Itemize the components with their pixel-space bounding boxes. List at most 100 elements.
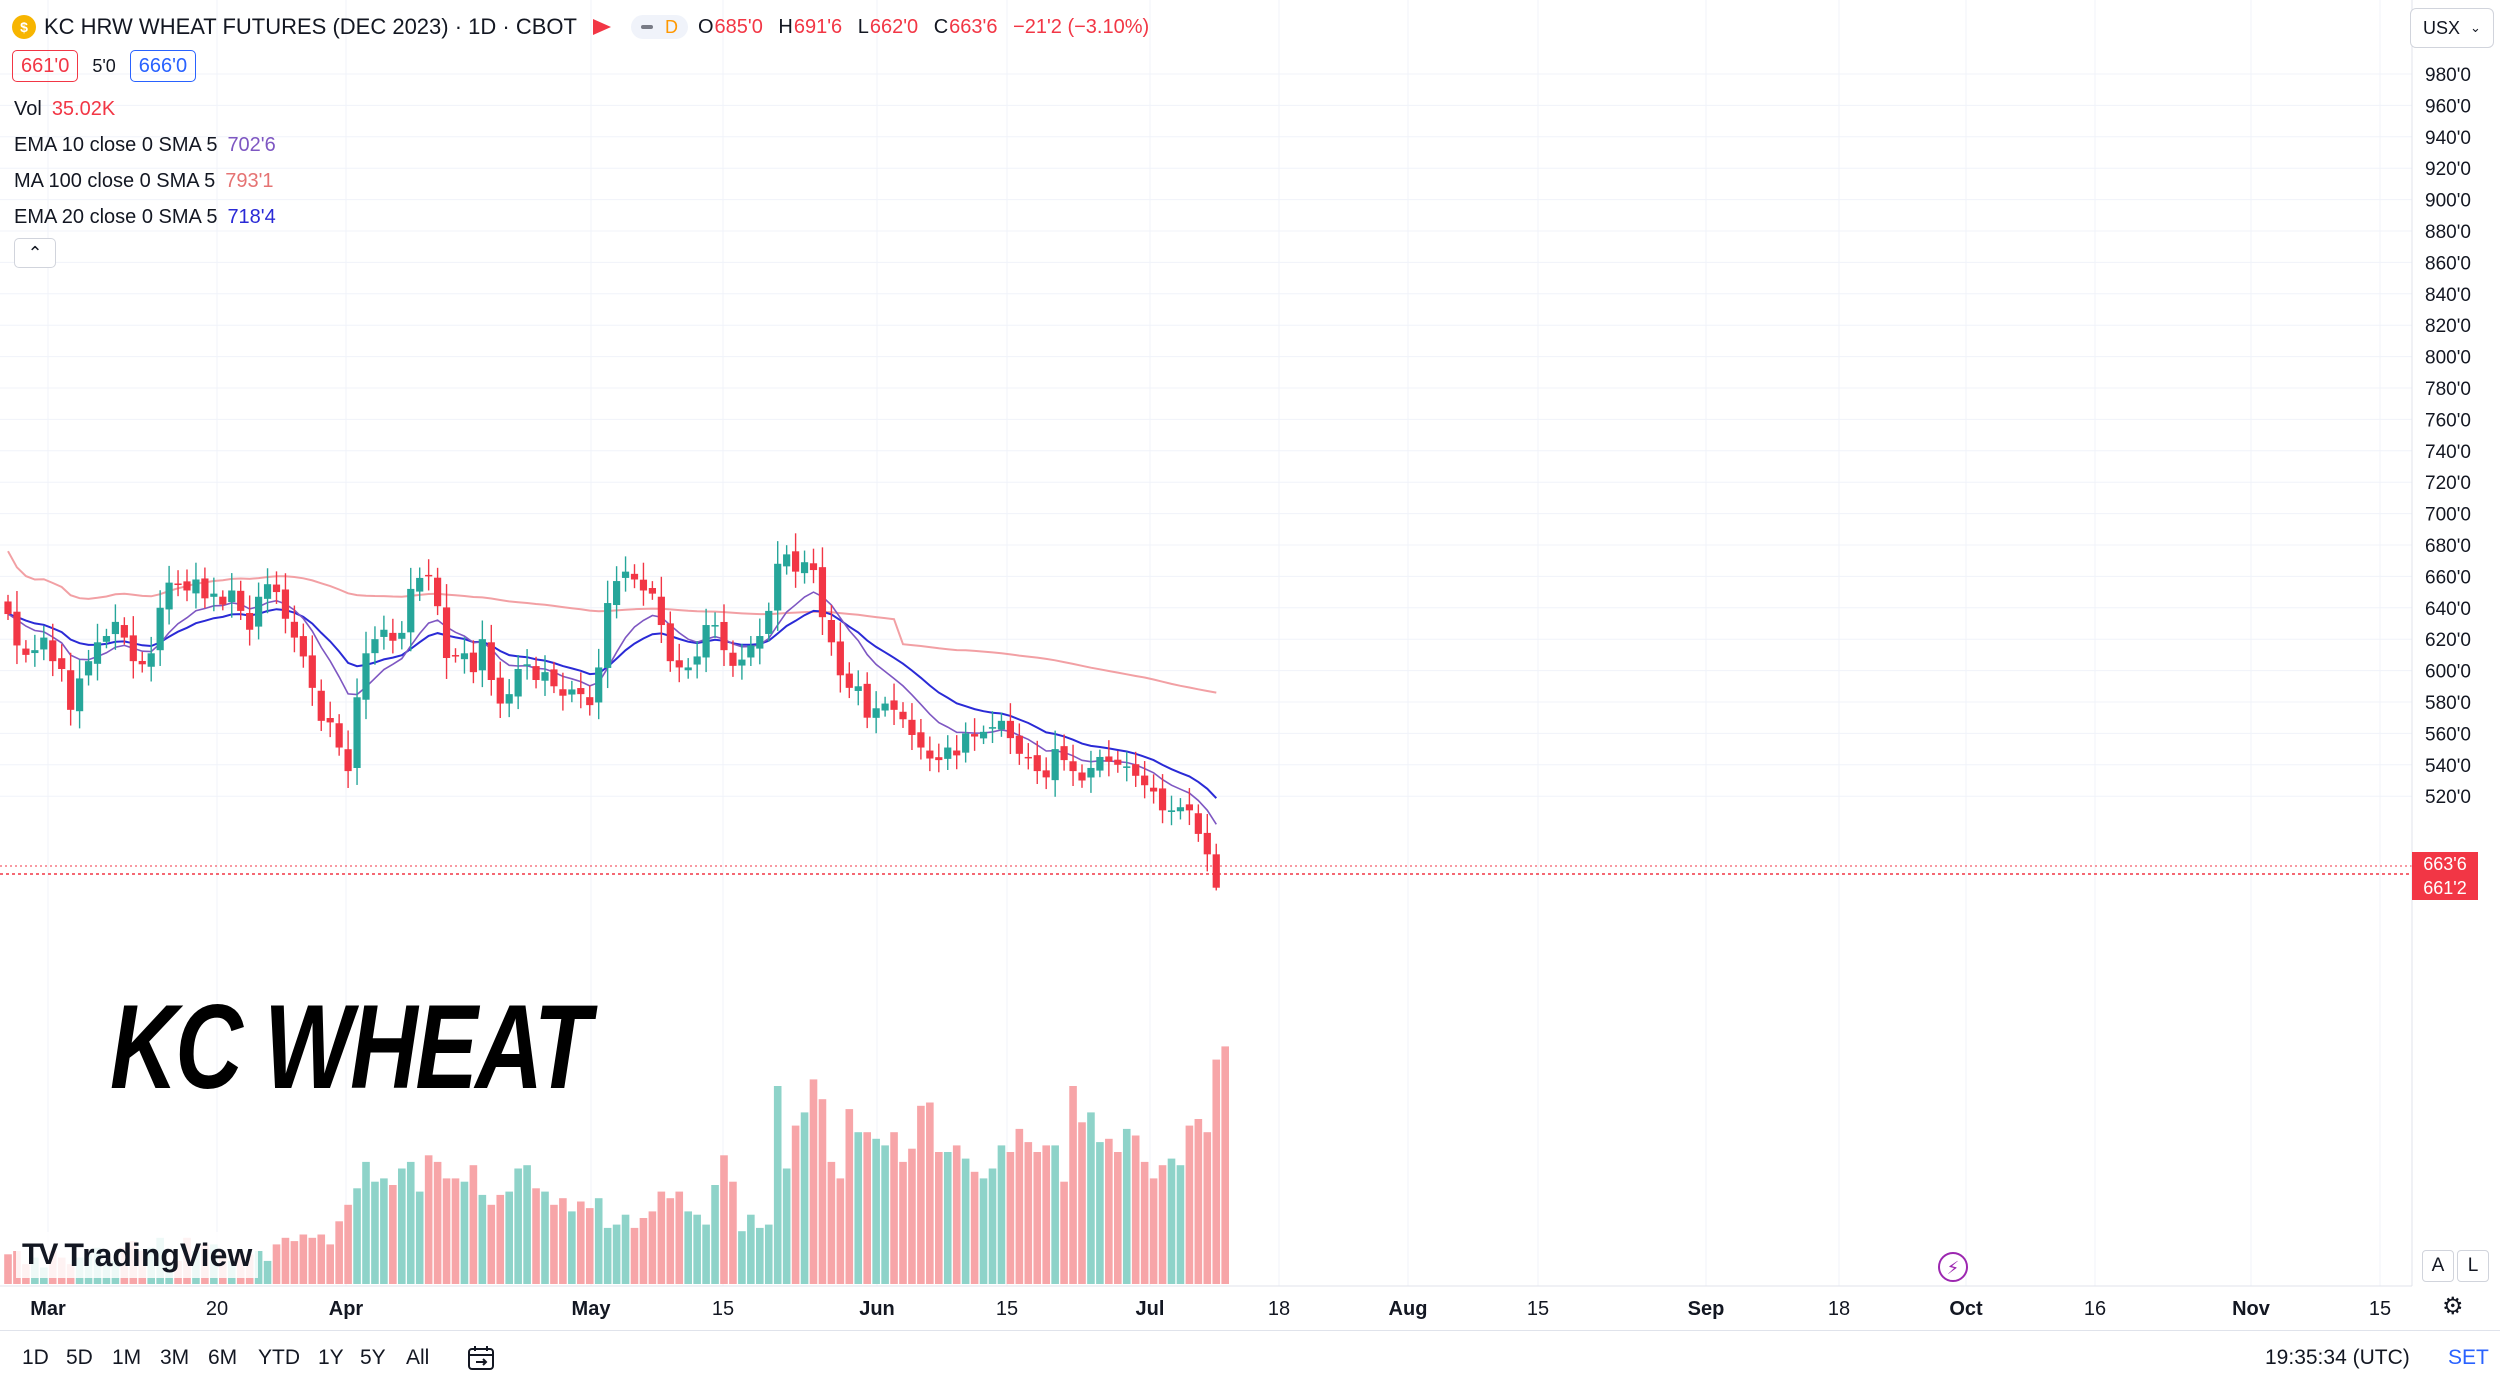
buy-button[interactable]: 666'0 xyxy=(129,50,197,82)
low-label: L xyxy=(857,15,869,38)
volume-bar xyxy=(1158,1165,1167,1284)
candle-body xyxy=(263,584,272,599)
range-all[interactable]: All xyxy=(406,1346,430,1369)
legend-ema10[interactable]: EMA 10 close 0 SMA 5 702'6 xyxy=(14,134,276,157)
candle-body xyxy=(228,590,236,603)
candle-body xyxy=(881,703,889,711)
calendar-goto-icon[interactable] xyxy=(466,1344,496,1372)
volume-bar xyxy=(791,1125,800,1284)
market-status-pill[interactable]: D xyxy=(630,15,688,39)
volume-bar xyxy=(299,1234,308,1284)
currency-select[interactable]: USX ⌄ xyxy=(2410,8,2494,48)
candle-body xyxy=(738,659,746,666)
candle-body xyxy=(971,734,979,737)
range-5d[interactable]: 5D xyxy=(66,1346,93,1369)
price-tick-label: 720'0 xyxy=(2425,473,2471,494)
legend-ma100[interactable]: MA 100 close 0 SMA 5 793'1 xyxy=(14,170,274,193)
candle-body xyxy=(299,636,307,657)
status-dash-icon xyxy=(640,25,653,29)
candle-body xyxy=(693,656,701,665)
volume-bar xyxy=(854,1132,863,1284)
time-tick-label: Oct xyxy=(1949,1298,1983,1320)
lightning-icon[interactable] xyxy=(1938,1252,1968,1282)
volume-bar xyxy=(1149,1178,1158,1284)
candle-body xyxy=(908,719,916,735)
volume-bar xyxy=(872,1138,880,1284)
range-1y[interactable]: 1Y xyxy=(318,1346,344,1369)
ema10-line xyxy=(7,591,1217,825)
volume-bar xyxy=(1051,1145,1059,1284)
coin-icon[interactable]: $ xyxy=(12,15,36,39)
candle-body xyxy=(174,583,182,586)
chart-title[interactable]: KC HRW WHEAT FUTURES (DEC 2023) · 1D · C… xyxy=(44,14,577,39)
settings-set-button[interactable]: SET xyxy=(2448,1346,2489,1369)
volume-bar xyxy=(433,1161,442,1284)
spread-value: 5'0 xyxy=(92,55,116,76)
volume-bar xyxy=(254,1251,263,1284)
auto-scale-button[interactable]: A xyxy=(2422,1250,2454,1282)
volume-bar xyxy=(577,1201,585,1284)
candle-body xyxy=(657,596,665,626)
range-1m[interactable]: 1M xyxy=(112,1346,142,1369)
gear-icon[interactable]: ⚙ xyxy=(2442,1293,2464,1320)
volume-bar xyxy=(308,1237,317,1284)
candle-body xyxy=(774,563,782,611)
candle-body xyxy=(120,625,128,638)
time-tick-label: Nov xyxy=(2232,1298,2271,1320)
tradingview-mark-icon: TV xyxy=(22,1238,58,1271)
volume-bar xyxy=(1087,1112,1095,1284)
candle-body xyxy=(40,637,48,650)
price-axis[interactable]: 980'0 960'0 940'0 920'0 900'0 880'0 860'0 840'0… xyxy=(2411,0,2471,1286)
candle-body xyxy=(1060,746,1068,761)
collapse-legend-button[interactable]: ⌃ xyxy=(14,238,56,268)
flag-icon[interactable] xyxy=(592,19,611,35)
candle-body xyxy=(255,596,263,627)
volume-bar xyxy=(1006,1152,1015,1284)
range-6m[interactable]: 6M xyxy=(208,1346,238,1369)
price-tick-label: 820'0 xyxy=(2425,316,2471,337)
candle-body xyxy=(335,723,343,748)
candle-body xyxy=(1141,775,1149,786)
volume-bar xyxy=(738,1231,746,1284)
chart-header: $ KC HRW WHEAT FUTURES (DEC 2023) · 1D ·… xyxy=(12,10,1159,44)
log-scale-button[interactable]: L xyxy=(2457,1250,2489,1282)
price-tick-label: 520'0 xyxy=(2425,787,2471,808)
volume-bar xyxy=(415,1191,424,1284)
last-price-tag-text: 663'6 xyxy=(2423,854,2466,874)
legend-ema20[interactable]: EMA 20 close 0 SMA 5 718'4 xyxy=(14,206,276,229)
candle-body xyxy=(639,579,648,591)
candle-body xyxy=(675,660,683,668)
volume-bar xyxy=(281,1237,290,1284)
candle-body xyxy=(1194,813,1202,834)
sell-button[interactable]: 661'0 xyxy=(12,50,79,82)
price-tick-label: 900'0 xyxy=(2425,191,2471,212)
volume-bar xyxy=(899,1161,907,1284)
candle-body xyxy=(407,588,415,633)
volume-bar xyxy=(908,1148,916,1284)
range-1d[interactable]: 1D xyxy=(22,1346,49,1369)
legend-value: 702'6 xyxy=(227,134,276,156)
candle-body xyxy=(1087,767,1095,778)
price-tick-label: 860'0 xyxy=(2425,253,2471,274)
candle-body xyxy=(469,652,477,673)
candle-body xyxy=(425,574,433,577)
range-3m[interactable]: 3M xyxy=(160,1346,190,1369)
tradingview-logo[interactable]: TV TradingView xyxy=(16,1232,259,1278)
volume-bar xyxy=(845,1109,854,1284)
candle-body xyxy=(165,582,173,610)
candle-body xyxy=(1033,755,1041,772)
range-5y[interactable]: 5Y xyxy=(360,1346,386,1369)
legend-volume[interactable]: Vol 35.02K xyxy=(14,98,115,121)
candle-body xyxy=(389,632,397,641)
utc-clock[interactable]: 19:35:34 (UTC) xyxy=(2265,1346,2410,1369)
currency-value: USX xyxy=(2423,17,2461,38)
range-ytd[interactable]: YTD xyxy=(258,1346,300,1369)
volume-bar xyxy=(1033,1152,1042,1284)
candle-body xyxy=(854,686,862,691)
legend-label: EMA 10 close 0 SMA 5 xyxy=(14,134,218,156)
time-axis[interactable]: Mar 20 Apr May 15 Jun 15 Jul 18 Aug 15 Sep 18 Oct 16 No… xyxy=(0,1285,2412,1320)
volume-bar xyxy=(1042,1145,1050,1284)
candle-body xyxy=(460,653,469,660)
candle-body xyxy=(1096,756,1104,771)
